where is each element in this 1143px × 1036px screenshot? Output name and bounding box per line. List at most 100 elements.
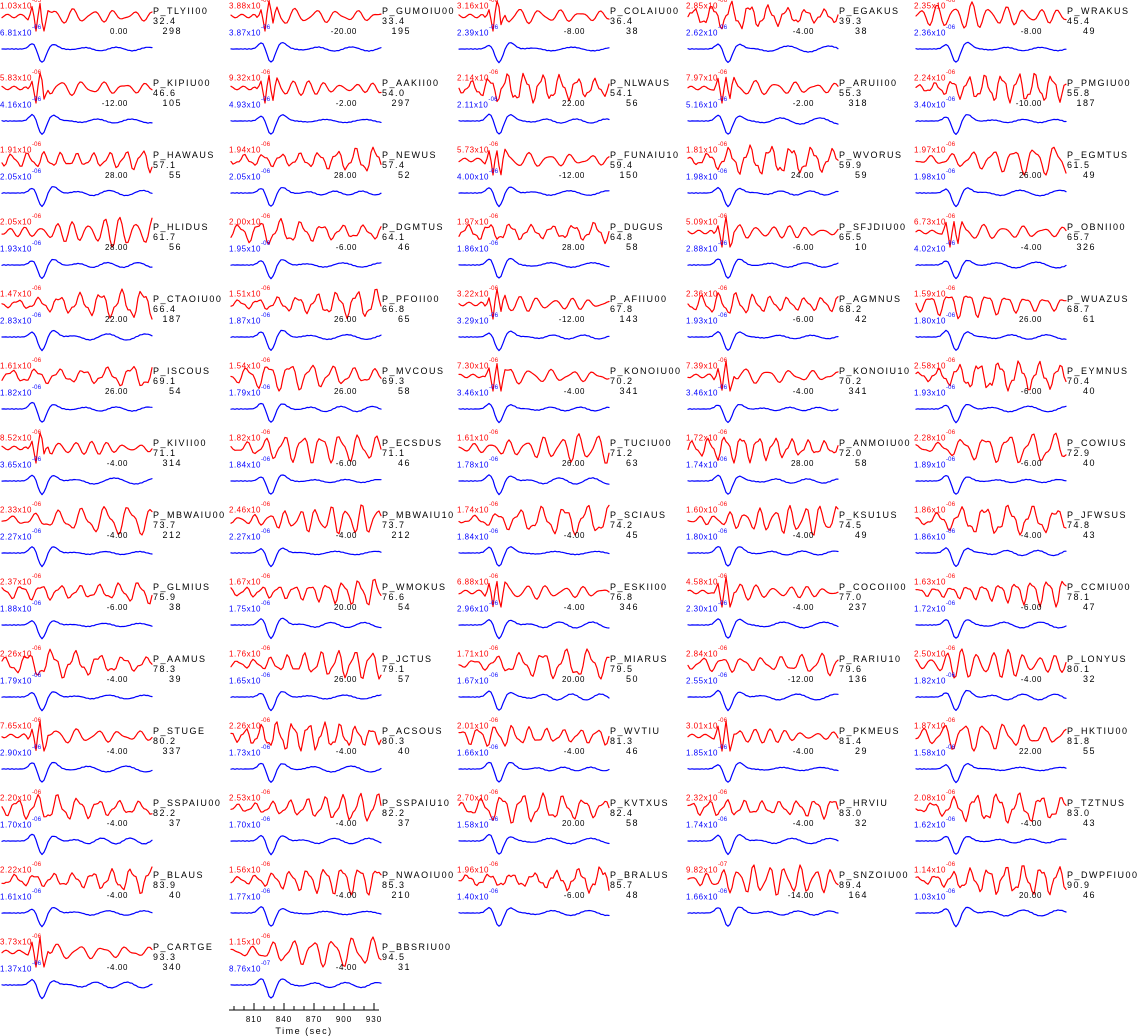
bottom-trace-waveform (915, 619, 1067, 639)
top-trace-waveform (687, 76, 839, 104)
time-shift-label: -6.00 (1020, 603, 1042, 612)
waveform-plot (458, 792, 610, 855)
time-shift-label: 28.00 (104, 171, 128, 180)
bottom-amplitude-label: 1.98x10-06 (686, 169, 728, 182)
distance-label: 82.2 (153, 808, 177, 818)
trace-cell: 2.84x10-06 2.55x10-06 -12.00 P_RARIU10 79.6 1… (686, 646, 915, 720)
waveform-plot (915, 580, 1067, 639)
distance-label: 93.3 (153, 952, 177, 962)
time-shift-label: -4.00 (335, 819, 357, 828)
station-info: P_KVTXUS 82.4 58 (610, 798, 669, 828)
bottom-amplitude-label: 3.40x10-06 (914, 97, 956, 110)
distance-label: 76.8 (610, 592, 634, 602)
waveform-plot (230, 936, 382, 999)
station-info: P_NWAOIU00 85.3 210 (382, 870, 455, 900)
top-trace-waveform (1, 2, 153, 32)
station-label: P_BRALUS (610, 870, 670, 880)
station-label: P_PMGIU00 (1067, 78, 1132, 88)
station-label: P_NLWAUS (610, 78, 671, 88)
station-info: P_SSPAIU10 82.2 37 (382, 798, 450, 828)
time-shift-label: -4.00 (335, 531, 357, 540)
bottom-trace-waveform (458, 402, 610, 424)
azimuth-label: 105 (162, 98, 182, 108)
bottom-amplitude-label: 5.16x10-06 (686, 97, 728, 110)
station-label: P_WVTIU (610, 726, 661, 736)
distance-label: 81.4 (839, 736, 863, 746)
bottom-trace-waveform (1, 258, 153, 279)
station-label: P_WVORUS (839, 150, 903, 160)
distance-label: 85.7 (610, 880, 634, 890)
trace-cell: 2.37x10-06 1.88x10-06 -6.00 P_GLMIUS 75.9 38 (0, 574, 229, 648)
trace-cell: 1.15x10-06 8.76x10-07 -4.00 P_BBSRIU00 94.5 3… (229, 934, 458, 1008)
time-shift-label: 20.00 (1018, 891, 1042, 900)
azimuth-label: 314 (162, 458, 182, 468)
trace-cell: 2.32x10-06 1.74x10-06 -4.00 P_HRVIU 83.0 32 (686, 790, 915, 864)
station-label: P_WUAZUS (1067, 294, 1130, 304)
time-shift-label: -6.00 (792, 243, 814, 252)
trace-cell: 2.08x10-06 1.62x10-06 -4.00 P_TZTNUS 83.0 43 (914, 790, 1143, 864)
top-amplitude-label: 1.96x10-06 (457, 862, 499, 875)
distance-label: 72.0 (839, 448, 863, 458)
bottom-trace-waveform (1, 907, 153, 928)
axis-tick-label: 900 (336, 1015, 352, 1024)
time-shift-label: 20.00 (561, 819, 585, 828)
azimuth-label: 48 (625, 890, 639, 900)
bottom-amplitude-label: 1.66x10-06 (686, 889, 728, 902)
azimuth-label: 37 (397, 818, 411, 828)
distance-label: 81.3 (610, 736, 634, 746)
distance-label: 74.8 (1067, 520, 1091, 530)
bottom-trace-waveform (687, 186, 839, 208)
time-shift-label: -4.00 (106, 531, 128, 540)
bottom-amplitude-label: 2.36x10-06 (914, 25, 956, 38)
top-amplitude-label: 9.32x10-06 (229, 70, 271, 83)
station-info: P_TUCIU00 71.2 63 (610, 438, 672, 468)
trace-cell: 1.72x10-06 1.74x10-06 28.00 P_ANMOIU00 72.0 5… (686, 430, 915, 504)
waveform-plot (687, 144, 839, 208)
bottom-trace-waveform (1, 691, 153, 712)
top-trace-waveform (915, 360, 1067, 392)
azimuth-label: 47 (1082, 602, 1096, 612)
time-shift-label: -4.00 (792, 747, 814, 756)
time-shift-label: -4.00 (335, 963, 357, 972)
trace-cell: 2.70x10-06 1.58x10-06 20.00 P_KVTXUS 82.4 58 (457, 790, 686, 864)
waveform-plot (687, 436, 839, 495)
azimuth-label: 46 (1082, 890, 1096, 900)
time-shift-label: -20.00 (330, 27, 357, 36)
time-shift-label: -4.00 (563, 747, 585, 756)
trace-cell: 3.16x10-06 2.39x10-06 -8.00 P_COLAIU00 36.4 3… (457, 0, 686, 72)
waveform-plot (687, 576, 839, 639)
bottom-amplitude-label: 1.82x10-06 (914, 673, 956, 686)
top-trace-waveform (687, 360, 839, 392)
top-amplitude-label: 1.51x10-06 (229, 286, 271, 299)
distance-label: 66.4 (153, 304, 177, 314)
azimuth-label: 42 (854, 314, 868, 324)
bottom-amplitude-label: 1.75x10-06 (229, 601, 271, 614)
top-amplitude-label: 1.74x10-06 (457, 502, 499, 515)
station-info: P_PFOII00 66.8 65 (382, 294, 440, 324)
bottom-amplitude-label: 1.37x10-06 (0, 961, 42, 974)
azimuth-label: 43 (1082, 818, 1096, 828)
top-trace-waveform (687, 0, 839, 30)
station-label: P_CARTGE (153, 942, 214, 952)
top-trace-waveform (1, 288, 153, 320)
trace-cell: 1.51x10-06 1.87x10-06 26.00 P_PFOII00 66.8 65 (229, 286, 458, 360)
azimuth-label: 46 (397, 458, 411, 468)
bottom-trace-waveform (458, 113, 610, 135)
distance-label: 71.1 (382, 448, 406, 458)
station-info: P_EGAKUS 39.3 38 (839, 6, 900, 36)
trace-cell: 1.59x10-06 1.80x10-06 26.00 P_WUAZUS 68.7 61 (914, 286, 1143, 360)
trace-cell: 2.22x10-06 1.61x10-06 -4.00 P_BLAUS 83.9 40 (0, 862, 229, 936)
top-trace-waveform (1, 365, 153, 387)
bottom-trace-waveform (230, 402, 382, 423)
bottom-trace-waveform (915, 259, 1067, 280)
bottom-amplitude-label: 2.27x10-06 (0, 529, 42, 542)
azimuth-label: 298 (162, 26, 182, 36)
top-amplitude-label: 1.71x10-06 (457, 646, 499, 659)
waveform-plot (458, 866, 610, 927)
distance-label: 80.1 (1067, 664, 1091, 674)
bottom-amplitude-label: 1.82x10-06 (0, 385, 42, 398)
top-amplitude-label: 1.82x10-06 (229, 430, 271, 443)
top-trace-waveform (915, 580, 1067, 608)
time-shift-label: 28.00 (104, 243, 128, 252)
